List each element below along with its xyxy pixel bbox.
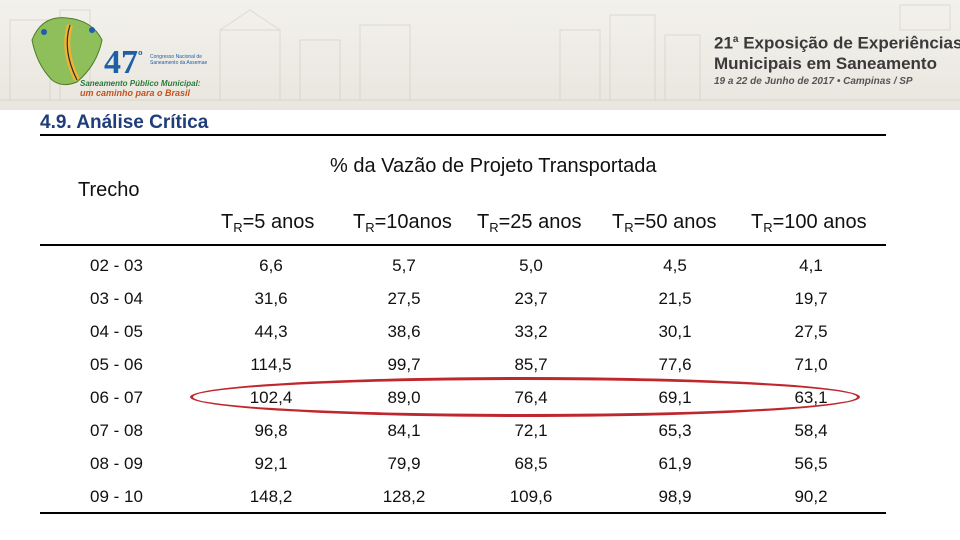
- divider-bottom: [40, 512, 886, 514]
- congress-logo: 47º Congresso Nacional de Saneamento da …: [22, 8, 207, 108]
- table-row: 02 - 03 6,6 5,7 5,0 4,5 4,1: [40, 249, 886, 282]
- trecho-cell: 09 - 10: [90, 487, 143, 506]
- trecho-cell: 03 - 04: [90, 289, 143, 308]
- value-cell: 109,6: [509, 487, 553, 506]
- value-cell: 4,5: [663, 256, 687, 275]
- event-title-line1: 21a Exposição de Experiências: [714, 33, 960, 53]
- value-cell: 92,1: [254, 454, 288, 473]
- value-cell: 128,2: [382, 487, 426, 506]
- value-cell: 72,1: [514, 421, 548, 440]
- table-main-header: % da Vazão de Projeto Transportada: [330, 155, 657, 177]
- header-tr-10: TR=10anos: [353, 211, 452, 235]
- table-row: 08 - 09 92,1 79,9 68,5 61,9 56,5: [40, 447, 886, 480]
- value-cell: 85,7: [514, 355, 548, 374]
- value-cell: 71,0: [794, 355, 828, 374]
- city-sketch-background: [0, 4, 960, 101]
- value-cell: 27,5: [387, 289, 421, 308]
- divider-top: [40, 134, 886, 136]
- value-cell: 56,5: [794, 454, 828, 473]
- value-cell: 21,5: [658, 289, 692, 308]
- table-row: 03 - 04 31,6 27,5 23,7 21,5 19,7: [40, 282, 886, 315]
- value-cell: 84,1: [387, 421, 421, 440]
- value-cell: 30,1: [658, 322, 692, 341]
- trecho-cell: 05 - 06: [90, 355, 143, 374]
- congress-name: Congresso Nacional de Saneamento da Asse…: [150, 54, 208, 66]
- congress-number: 47º: [104, 44, 143, 81]
- header-tr-50: TR=50 anos: [612, 211, 717, 235]
- value-cell: 27,5: [794, 322, 828, 341]
- trecho-cell: 04 - 05: [90, 322, 143, 341]
- value-cell: 23,7: [514, 289, 548, 308]
- header-tr-100: TR=100 anos: [751, 211, 867, 235]
- header-banner: 47º Congresso Nacional de Saneamento da …: [0, 0, 960, 110]
- value-cell: 98,9: [658, 487, 692, 506]
- value-cell: 68,5: [514, 454, 548, 473]
- value-cell: 77,6: [658, 355, 692, 374]
- brazil-map-icon: [31, 17, 103, 86]
- value-cell: 44,3: [254, 322, 288, 341]
- header-tr-5: TR=5 anos: [221, 211, 315, 235]
- event-title: 21a Exposição de Experiências Municipais…: [714, 30, 960, 87]
- table-row: 04 - 05 44,3 38,6 33,2 30,1 27,5: [40, 315, 886, 348]
- value-cell: 79,9: [387, 454, 421, 473]
- value-cell: 90,2: [794, 487, 828, 506]
- table-row: 07 - 08 96,8 84,1 72,1 65,3 58,4: [40, 414, 886, 447]
- highlight-ellipse: [190, 377, 860, 417]
- value-cell: 99,7: [387, 355, 421, 374]
- value-cell: 31,6: [254, 289, 288, 308]
- event-title-line2: Municipais em Saneamento: [714, 53, 937, 73]
- value-cell: 33,2: [514, 322, 548, 341]
- value-cell: 65,3: [658, 421, 692, 440]
- value-cell: 6,6: [259, 256, 283, 275]
- value-cell: 114,5: [250, 355, 292, 374]
- divider-header: [40, 244, 886, 246]
- value-cell: 148,2: [249, 487, 293, 506]
- value-cell: 96,8: [254, 421, 288, 440]
- congress-theme-line1: Saneamento Público Municipal:: [80, 79, 201, 88]
- trecho-cell: 07 - 08: [90, 421, 143, 440]
- event-date-location: 19 a 22 de Junho de 2017 • Campinas / SP: [714, 75, 913, 87]
- value-cell: 5,7: [392, 256, 416, 275]
- value-cell: 61,9: [658, 454, 692, 473]
- value-cell: 5,0: [519, 256, 543, 275]
- congress-theme-line2: um caminho para o Brasil: [80, 88, 191, 98]
- value-cell: 19,7: [794, 289, 828, 308]
- header-tr-25: TR=25 anos: [477, 211, 582, 235]
- table-row: 05 - 06 114,5 99,7 85,7 77,6 71,0: [40, 348, 886, 381]
- value-cell: 4,1: [799, 256, 823, 275]
- table-row: 09 - 10 148,2 128,2 109,6 98,9 90,2: [40, 480, 886, 513]
- trecho-header: Trecho: [78, 179, 140, 201]
- trecho-cell: 08 - 09: [90, 454, 143, 473]
- value-cell: 38,6: [387, 322, 421, 341]
- section-title: 4.9. Análise Crítica: [40, 112, 209, 133]
- trecho-cell: 02 - 03: [90, 256, 143, 275]
- trecho-cell: 06 - 07: [90, 388, 143, 407]
- value-cell: 58,4: [794, 421, 828, 440]
